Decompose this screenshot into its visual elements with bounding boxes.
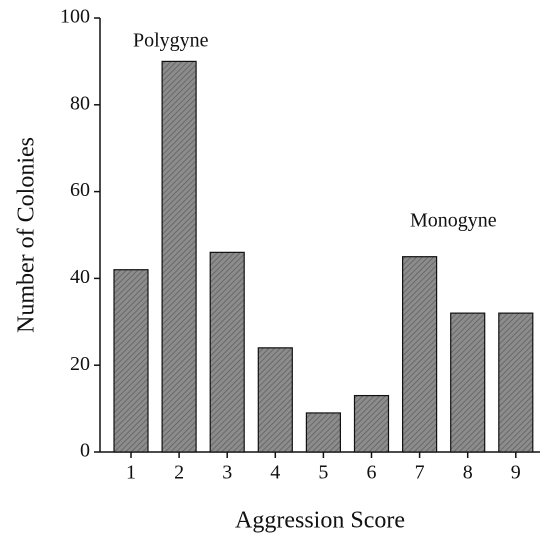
y-tick-label: 100 [60, 6, 90, 28]
bar [353, 394, 390, 453]
x-tick-label: 6 [367, 462, 377, 484]
x-tick-label: 2 [174, 462, 184, 484]
x-tick-label: 5 [318, 462, 328, 484]
bar [498, 312, 534, 453]
bar [402, 256, 438, 453]
x-tick-label: 3 [222, 462, 232, 484]
x-tick-label: 7 [415, 462, 425, 484]
bar [209, 251, 245, 453]
x-tick-label: 1 [126, 462, 136, 484]
annotation: Polygyne [133, 30, 209, 52]
y-axis-label: Number of Colonies [14, 137, 40, 333]
y-tick-label: 40 [70, 266, 90, 288]
bar [450, 312, 486, 453]
x-axis-label: Aggression Score [235, 508, 405, 534]
x-tick-label: 8 [463, 462, 473, 484]
y-tick-label: 0 [80, 440, 90, 462]
bar [257, 347, 293, 453]
bar [305, 412, 341, 453]
bar [161, 60, 197, 453]
x-tick-label: 4 [270, 462, 280, 484]
y-tick-label: 60 [70, 179, 90, 201]
y-tick-label: 80 [70, 92, 90, 114]
annotation: Monogyne [410, 210, 497, 232]
y-tick-label: 20 [70, 353, 90, 375]
bar [113, 269, 149, 453]
x-tick-label: 9 [511, 462, 521, 484]
